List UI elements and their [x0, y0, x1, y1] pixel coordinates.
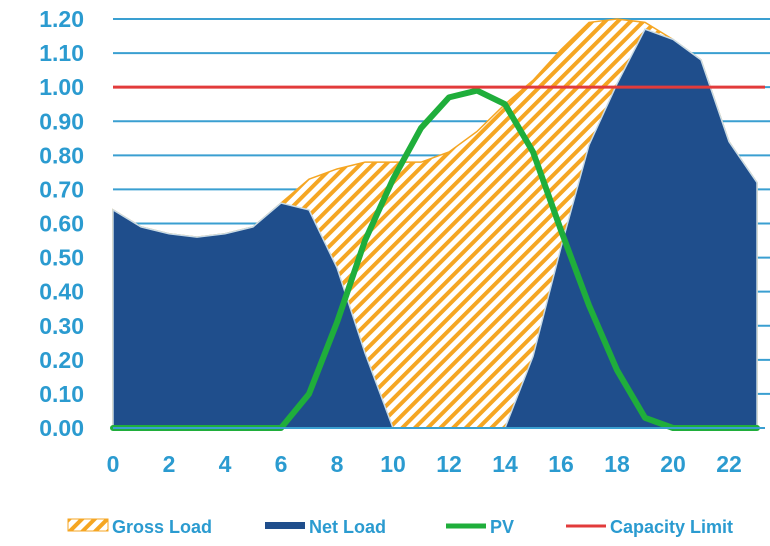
y-tick-label: 0.50 — [39, 245, 84, 271]
legend-label: Net Load — [309, 517, 386, 537]
y-tick-label: 0.00 — [39, 415, 84, 441]
x-tick-label: 22 — [716, 451, 742, 477]
y-tick-label: 1.20 — [39, 6, 84, 32]
y-tick-label: 0.80 — [39, 142, 84, 168]
legend-gross-load: Gross Load — [67, 517, 212, 537]
x-tick-label: 8 — [331, 451, 344, 477]
legend-label: Gross Load — [112, 517, 212, 537]
axes: 0.00 0.10 0.20 0.30 0.40 0.50 0.60 0.70 0.80 0.90… — [39, 6, 765, 477]
y-tick-label: 0.10 — [39, 381, 84, 407]
y-tick-label: 0.30 — [39, 313, 84, 339]
legend-label: Capacity Limit — [610, 517, 733, 537]
legend-pv: PV — [446, 517, 514, 537]
x-tick-label: 0 — [107, 451, 120, 477]
y-tick-label: 0.40 — [39, 279, 84, 305]
y-tick-label: 1.00 — [39, 74, 84, 100]
x-tick-label: 10 — [380, 451, 406, 477]
y-tick-label: 0.90 — [39, 108, 84, 134]
legend: Gross Load Net Load PV Capacity Limit — [67, 517, 733, 537]
y-tick-label: 1.10 — [39, 40, 84, 66]
x-tick-label: 4 — [219, 451, 232, 477]
x-tick-label: 6 — [275, 451, 288, 477]
legend-capacity-limit: Capacity Limit — [566, 517, 733, 537]
legend-label: PV — [490, 517, 514, 537]
legend-net-load: Net Load — [265, 517, 386, 537]
y-tick-label: 0.60 — [39, 211, 84, 237]
x-tick-label: 18 — [604, 451, 630, 477]
y-tick-label: 0.70 — [39, 176, 84, 202]
x-tick-label: 20 — [660, 451, 686, 477]
y-tick-label: 0.20 — [39, 347, 84, 373]
x-tick-label: 16 — [548, 451, 574, 477]
x-tick-label: 14 — [492, 451, 518, 477]
legend-swatch — [265, 522, 305, 529]
legend-swatch — [67, 518, 109, 532]
x-tick-label: 2 — [163, 451, 176, 477]
x-tick-label: 12 — [436, 451, 462, 477]
